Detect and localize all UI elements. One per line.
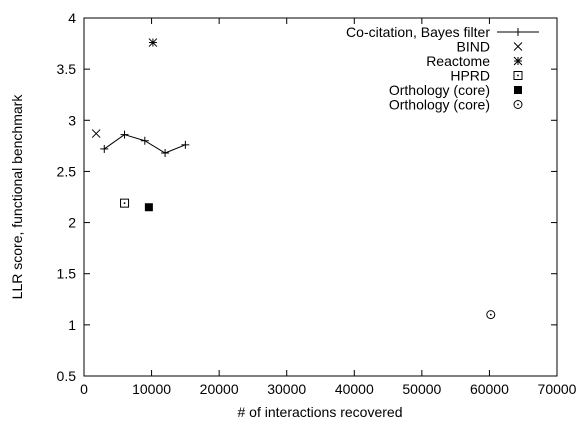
x-tick-label: 60000 xyxy=(470,381,509,397)
y-tick-label: 3.5 xyxy=(57,61,77,77)
legend-entry: Orthology (core) xyxy=(389,82,522,98)
legend-symbol xyxy=(513,56,523,66)
data-point xyxy=(91,129,101,138)
x-tick-labels: 0 10000 20000 30000 40000 50000 60000 70000 xyxy=(80,381,577,397)
series-1 xyxy=(91,129,101,138)
y-tick-label: 3 xyxy=(68,112,76,128)
legend-entry: Co-citation, Bayes filter xyxy=(346,24,539,40)
plot-frame xyxy=(83,17,558,377)
square-outline xyxy=(120,198,130,208)
legend-entry: Orthology (core) xyxy=(389,97,523,113)
legend-label: Orthology (core) xyxy=(389,97,490,113)
series-4 xyxy=(144,203,153,212)
data-point xyxy=(120,198,130,208)
data-point xyxy=(161,149,170,158)
series-0 xyxy=(100,130,190,158)
x-axis-label: # of interactions recovered xyxy=(238,404,403,420)
data-point xyxy=(140,136,149,145)
series-layer xyxy=(91,38,496,320)
legend-symbol xyxy=(513,71,523,80)
x-tick-label: 50000 xyxy=(402,381,441,397)
circle-outline xyxy=(513,100,523,109)
star-d2 xyxy=(148,38,158,47)
square-dot xyxy=(517,74,519,77)
y-tick-label: 0.5 xyxy=(57,368,77,384)
circle-dot xyxy=(517,103,519,106)
star-d2 xyxy=(513,56,523,66)
y-tick-label: 2 xyxy=(68,215,76,231)
y-tick-label: 1 xyxy=(68,317,76,333)
cross-b xyxy=(513,42,523,51)
legend-symbol xyxy=(514,86,522,94)
legend-label: BIND xyxy=(457,39,490,55)
data-point xyxy=(181,140,190,149)
data-point xyxy=(144,203,153,212)
circle-dot xyxy=(489,313,492,316)
axis-ticks xyxy=(83,17,558,377)
data-point xyxy=(100,144,109,153)
x-tick-label: 20000 xyxy=(200,381,239,397)
x-tick-label: 10000 xyxy=(132,381,171,397)
legend-label: Reactome xyxy=(426,53,490,69)
y-tick-label: 1.5 xyxy=(57,266,77,282)
legend-entry: HPRD xyxy=(450,68,523,84)
x-tick-label: 70000 xyxy=(538,381,577,397)
square-outline xyxy=(513,71,523,80)
y-tick-label: 2.5 xyxy=(57,163,77,179)
legend-entry: Reactome xyxy=(426,53,523,69)
data-point xyxy=(148,38,158,47)
legend-label: HPRD xyxy=(450,68,490,84)
series-3 xyxy=(120,198,130,208)
legend-label: Orthology (core) xyxy=(389,82,490,98)
legend: Co-citation, Bayes filterBINDReactomeHPR… xyxy=(346,24,539,113)
data-point xyxy=(486,310,496,320)
square-dot xyxy=(123,202,126,204)
legend-label: Co-citation, Bayes filter xyxy=(346,24,490,40)
series-5 xyxy=(486,310,496,320)
circle-outline xyxy=(486,310,496,320)
series-2 xyxy=(148,38,158,47)
legend-symbol xyxy=(514,28,522,36)
x-tick-label: 0 xyxy=(80,381,88,397)
y-axis-label: LLR score, functional benchmark xyxy=(9,94,25,300)
square-fill xyxy=(144,203,153,212)
legend-symbol xyxy=(513,42,523,51)
cross-b xyxy=(91,129,101,138)
x-tick-label: 40000 xyxy=(335,381,374,397)
data-point xyxy=(120,130,129,139)
y-tick-labels: 0.5 1 1.5 2 2.5 3 3.5 4 xyxy=(57,10,77,384)
legend-entry: BIND xyxy=(457,39,523,55)
square-fill xyxy=(514,86,522,94)
x-tick-label: 30000 xyxy=(267,381,306,397)
legend-symbol xyxy=(513,100,523,109)
y-tick-label: 4 xyxy=(68,10,76,26)
